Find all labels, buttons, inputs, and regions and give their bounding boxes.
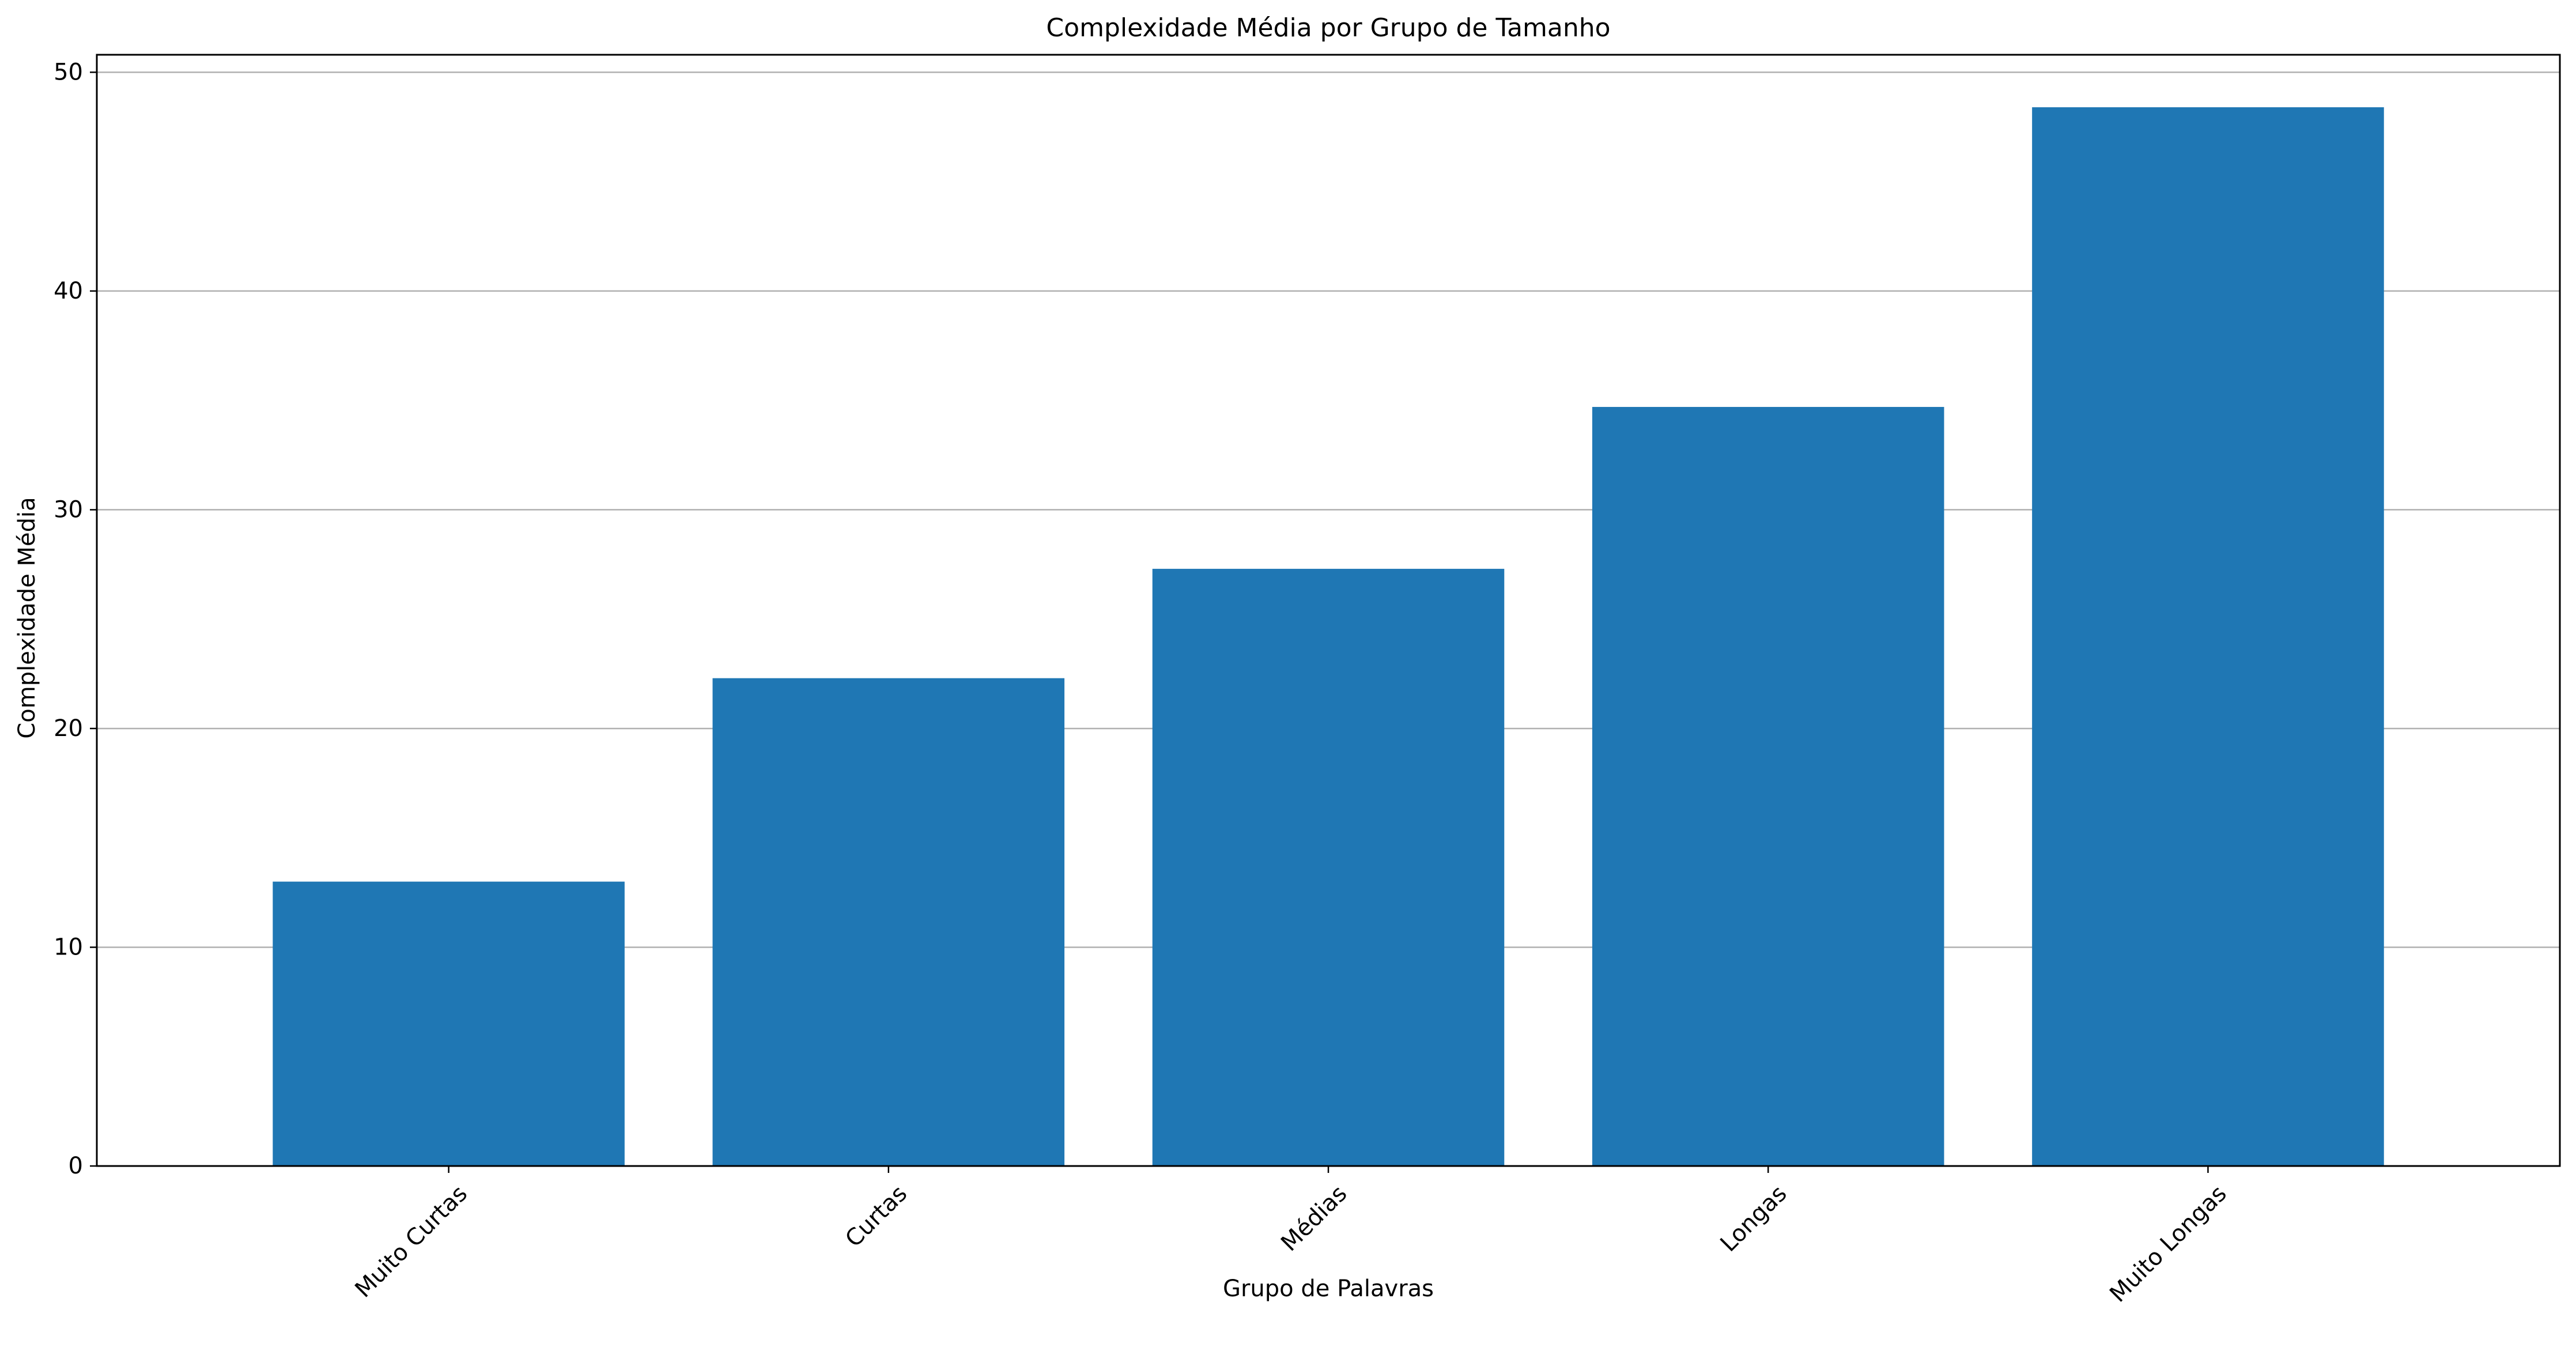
- y-axis-label: Complexidade Média: [14, 497, 40, 738]
- bar-0: [273, 881, 625, 1166]
- bars: [273, 107, 2384, 1167]
- bar-3: [1592, 407, 1944, 1167]
- bar-2: [1152, 568, 1505, 1166]
- bar-1: [712, 678, 1065, 1166]
- x-axis-label: Grupo de Palavras: [1223, 1276, 1434, 1302]
- y-tick-label: 50: [54, 59, 83, 85]
- bar-4: [2032, 107, 2384, 1166]
- y-tick-label: 40: [54, 278, 83, 304]
- y-tick-label: 30: [54, 496, 83, 523]
- y-tick-label: 0: [69, 1153, 83, 1179]
- y-axis-ticks: 0 10 20 30 40 50: [54, 59, 97, 1179]
- chart-title: Complexidade Média por Grupo de Tamanho: [1046, 13, 1610, 43]
- y-tick-label: 20: [54, 715, 83, 742]
- y-tick-label: 10: [54, 934, 83, 960]
